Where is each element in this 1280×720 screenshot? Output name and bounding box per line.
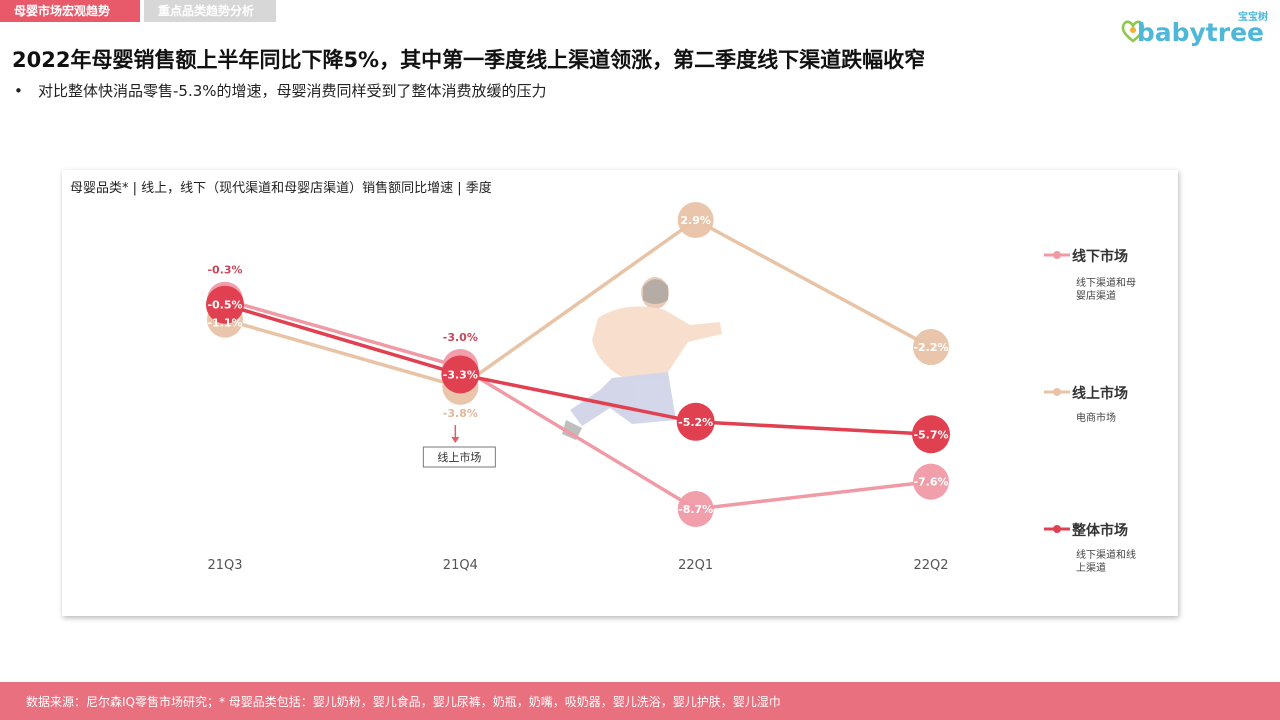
footer-source-note: 数据来源：尼尔森IQ零售市场研究；* 母婴品类包括：婴儿奶粉，婴儿食品，婴儿尿裤… (26, 695, 781, 709)
bullet-text: 对比整体快消品零售-5.3%的增速，母婴消费同样受到了整体消费放缓的压力 (38, 82, 547, 100)
data-label-offline-21Q4: -3.0% (443, 331, 478, 344)
bullet-dot-icon: • (14, 82, 23, 100)
series-line-online (224, 218, 932, 389)
legend-label-offline: 线下市场 (1072, 249, 1128, 265)
data-label-overall-21Q4: -3.3% (443, 368, 478, 381)
legend-desc-offline: 线下渠道和母婴店渠道 (1076, 278, 1136, 302)
data-label-online-22Q1: 2.9% (680, 214, 711, 227)
legend-label-overall: 整体市场 (1072, 523, 1128, 539)
data-label-online-22Q2: -2.2% (913, 341, 948, 354)
legend-online-line-icon (1044, 388, 1070, 396)
point-online-22Q2 (913, 329, 949, 366)
data-label-online-21Q4: -3.8% (443, 407, 478, 420)
legend-label-online: 线上市场 (1072, 386, 1128, 402)
legend-offline-line-icon (1044, 251, 1070, 259)
point-offline-22Q1 (677, 491, 714, 527)
data-label-overall-22Q2: -5.7% (913, 428, 948, 441)
bullet-point: • 对比整体快消品零售-5.3%的增速，母婴消费同样受到了整体消费放缓的压力 (14, 80, 547, 101)
series-line-overall (224, 303, 932, 437)
point-overall-22Q2 (912, 415, 950, 454)
data-label-overall-22Q1: -5.2% (678, 416, 713, 429)
data-label-online-21Q3: -1.1% (207, 317, 242, 330)
point-overall-22Q1 (676, 402, 715, 441)
x-tick-label-22Q1: 22Q1 (678, 558, 713, 573)
annotation-text: 线上市场 (437, 450, 481, 464)
data-label-offline-22Q1: -8.7% (678, 503, 713, 516)
section-tabs: 母婴市场宏观趋势 重点品类趋势分析 (0, 0, 276, 22)
series-points: -1.1% -3.8% 2.9% -2.2% -0.3% -3.0% -8.7% -7.6% -… (206, 202, 950, 527)
series-line-offline (224, 298, 932, 511)
point-online-22Q1 (677, 202, 714, 238)
series-lines (224, 218, 932, 511)
annotation-box (422, 446, 496, 468)
x-tick-label-21Q4: 21Q4 (443, 558, 478, 573)
data-label-offline-22Q2: -7.6% (913, 476, 948, 489)
x-tick-label-21Q3: 21Q3 (207, 558, 242, 573)
data-label-offline-21Q3: -0.3% (207, 264, 242, 277)
data-label-overall-21Q3: -0.5% (207, 299, 242, 312)
legend-desc-overall: 线下渠道和线上渠道 (1076, 550, 1136, 574)
chart-title: 母婴品类* | 线上，线下（现代渠道和母婴店渠道）销售额同比增速 | 季度 (70, 181, 492, 196)
tab-market-macro-trend[interactable]: 母婴市场宏观趋势 (0, 0, 140, 22)
heart-logo-icon (1121, 20, 1145, 43)
annotation: 线上市场 (422, 425, 496, 468)
tab-category-trend-analysis[interactable]: 重点品类趋势分析 (144, 0, 276, 22)
annotation-arrowhead-icon (451, 437, 460, 443)
point-offline-22Q2 (913, 463, 949, 500)
page-title: 2022年母婴销售额上半年同比下降5%，其中第一季度线上渠道领涨，第二季度线下渠… (12, 48, 926, 72)
x-axis: 21Q3 21Q4 22Q1 22Q2 (207, 558, 948, 573)
footer-bar: 数据来源：尼尔森IQ零售市场研究；* 母婴品类包括：婴儿奶粉，婴儿食品，婴儿尿裤… (0, 682, 1280, 720)
legend-desc-online: 电商市场 (1076, 413, 1116, 424)
x-tick-label-22Q2: 22Q2 (913, 558, 948, 573)
legend-overall-line-icon (1044, 525, 1070, 533)
point-overall-21Q3 (206, 285, 244, 324)
logo-subtitle: 宝宝树 (1238, 12, 1268, 23)
logo-wordmark: babytree (1136, 18, 1264, 47)
babytree-logo: 宝宝树 babytree (1120, 8, 1268, 48)
point-overall-21Q4 (441, 355, 480, 394)
